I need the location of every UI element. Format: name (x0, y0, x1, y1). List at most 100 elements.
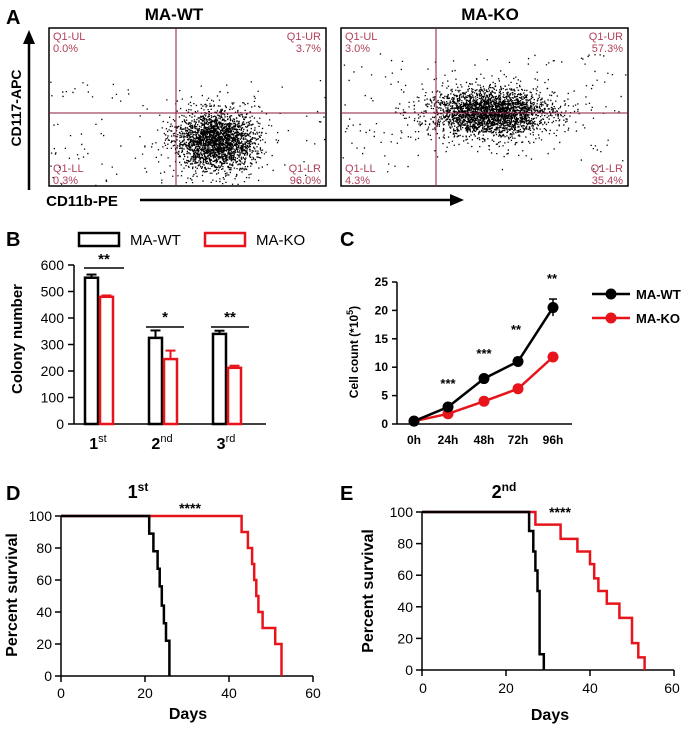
e-x-ticks (421, 670, 675, 676)
c-sig-72h: ** (511, 322, 522, 337)
flow-x-arrowhead (450, 194, 464, 206)
flow-box-wt (48, 27, 327, 187)
quad-lr-label-wt: Q1-LR (289, 163, 321, 175)
panel-letter-b: B (6, 229, 20, 251)
c-y-label: Cell count (*105) (345, 306, 361, 398)
b-y-label: Colony number (9, 284, 26, 394)
e-curve-ma-ko (422, 510, 646, 670)
b-sig-3: ** (224, 309, 236, 326)
c-tick-label-5: 5 (381, 389, 388, 403)
c-cat-0h: 0h (407, 433, 421, 447)
c-point-ma-ko-4 (547, 351, 559, 363)
c-point-ma-wt-3 (512, 356, 524, 368)
d-xtick-label-60: 60 (305, 685, 321, 701)
d-xtick-label-40: 40 (221, 685, 237, 701)
flow-events-wt (50, 80, 326, 186)
e-xtick-label-40: 40 (582, 680, 598, 696)
panel-letter-e: E (340, 483, 353, 505)
b-cat-2-base: 2 (151, 436, 160, 453)
d-x-label: Days (169, 706, 207, 723)
d-x-ticks (60, 676, 314, 682)
c-point-ma-wt-2 (478, 373, 490, 385)
b-bar-ma-ko-1 (98, 295, 115, 426)
panel-e: 2nd Percent survival 0 20 40 60 80 100 (360, 480, 680, 724)
b-cat-2: 2nd (151, 433, 172, 453)
c-legend-ko-label: MA-KO (636, 311, 680, 326)
panel-a: MA-WT MA-KO CD117-APC CD11b-PE Q1-UL 0.0… (8, 5, 629, 210)
b-bars (83, 273, 243, 426)
c-tick-label-15: 15 (375, 332, 389, 346)
c-point-ma-wt-4 (547, 302, 559, 314)
b-sig-2: * (162, 309, 168, 326)
quad-ur-value-wt: 3.7% (296, 43, 321, 55)
b-bar-ma-ko-3 (226, 366, 243, 426)
panel-c: Cell count (*105) 0 5 10 15 20 25 0h 24h… (345, 271, 681, 447)
quad-lr-label-ko: Q1-LR (591, 163, 623, 175)
quad-lr-value-ko: 35.4% (592, 175, 623, 187)
b-tick-label-300: 300 (41, 337, 65, 353)
quad-ll-label-wt: Q1-LL (53, 163, 84, 175)
quad-ul-value-ko: 3.0% (345, 43, 370, 55)
b-bar-ma-wt-2 (147, 336, 164, 426)
e-sig: **** (549, 504, 571, 520)
c-point-ma-wt-0 (408, 415, 420, 427)
c-point-ma-ko-2 (478, 395, 490, 407)
e-xtick-label-0: 0 (419, 680, 427, 696)
e-y-label: Percent survival (360, 529, 377, 653)
e-y-ticks (416, 511, 422, 671)
d-series (61, 514, 283, 676)
c-tick-label-10: 10 (375, 360, 389, 374)
b-sig-1: ** (98, 251, 110, 268)
c-y-label-base: Cell count (*10 (347, 315, 361, 399)
quad-ul-label-wt: Q1-UL (53, 31, 85, 43)
e-ytick-label-40: 40 (397, 599, 413, 615)
quad-ll-value-wt: 0.3% (53, 175, 78, 187)
panel-letter-c: C (340, 229, 354, 251)
flow-title-wt: MA-WT (145, 5, 204, 24)
e-title: 2nd (492, 480, 517, 502)
c-cat-48h: 48h (474, 433, 495, 447)
b-cat-1: 1st (89, 433, 106, 453)
c-point-ma-ko-3 (512, 383, 524, 395)
panel-d: 1st Percent survival 0 20 40 60 80 100 (4, 480, 321, 723)
quad-ll-label-ko: Q1-LL (345, 163, 376, 175)
d-ytick-label-80: 80 (36, 540, 52, 556)
quad-ur-label-ko: Q1-UR (589, 31, 623, 43)
d-y-ticks (55, 515, 61, 677)
c-y-ticks (392, 281, 397, 425)
c-sig-96h: ** (547, 271, 558, 286)
b-cat-3: 3rd (217, 433, 236, 453)
c-tick-label-20: 20 (375, 303, 389, 317)
quad-ur-label-wt: Q1-UR (287, 31, 321, 43)
c-legend-wt-marker (605, 288, 617, 300)
c-legend-ko-marker (605, 312, 617, 324)
d-curve-ma-ko (61, 514, 283, 676)
b-cat-1-base: 1 (89, 436, 98, 453)
legend-b-ko-label: MA-KO (256, 232, 305, 249)
e-ytick-label-100: 100 (390, 504, 414, 520)
b-tick-label-0: 0 (56, 416, 64, 432)
b-bar-ma-wt-1 (83, 276, 100, 426)
d-title: 1st (128, 480, 149, 502)
c-point-ma-wt-1 (442, 401, 454, 413)
d-xtick-label-20: 20 (137, 685, 153, 701)
b-cat-3-base: 3 (217, 436, 226, 453)
b-tick-label-100: 100 (41, 390, 65, 406)
d-ytick-label-40: 40 (36, 604, 52, 620)
flow-y-label: CD117-APC (8, 69, 24, 146)
d-xtick-label-0: 0 (57, 685, 65, 701)
c-legend-wt-label: MA-WT (636, 287, 681, 302)
d-y-label: Percent survival (4, 533, 21, 657)
b-cat-3-sup: rd (226, 433, 236, 445)
panel-letter-a: A (6, 7, 20, 29)
c-cat-72h: 72h (508, 433, 529, 447)
b-tick-label-600: 600 (41, 257, 65, 273)
b-cat-2-sup: nd (160, 433, 172, 445)
e-series (422, 510, 646, 670)
legend-b-ko-swatch (203, 231, 247, 248)
c-sig-24h: *** (440, 376, 456, 391)
quad-ul-value-wt: 0.0% (53, 43, 78, 55)
c-y-label-sup: 5 (345, 310, 355, 315)
b-tick-label-500: 500 (41, 284, 65, 300)
